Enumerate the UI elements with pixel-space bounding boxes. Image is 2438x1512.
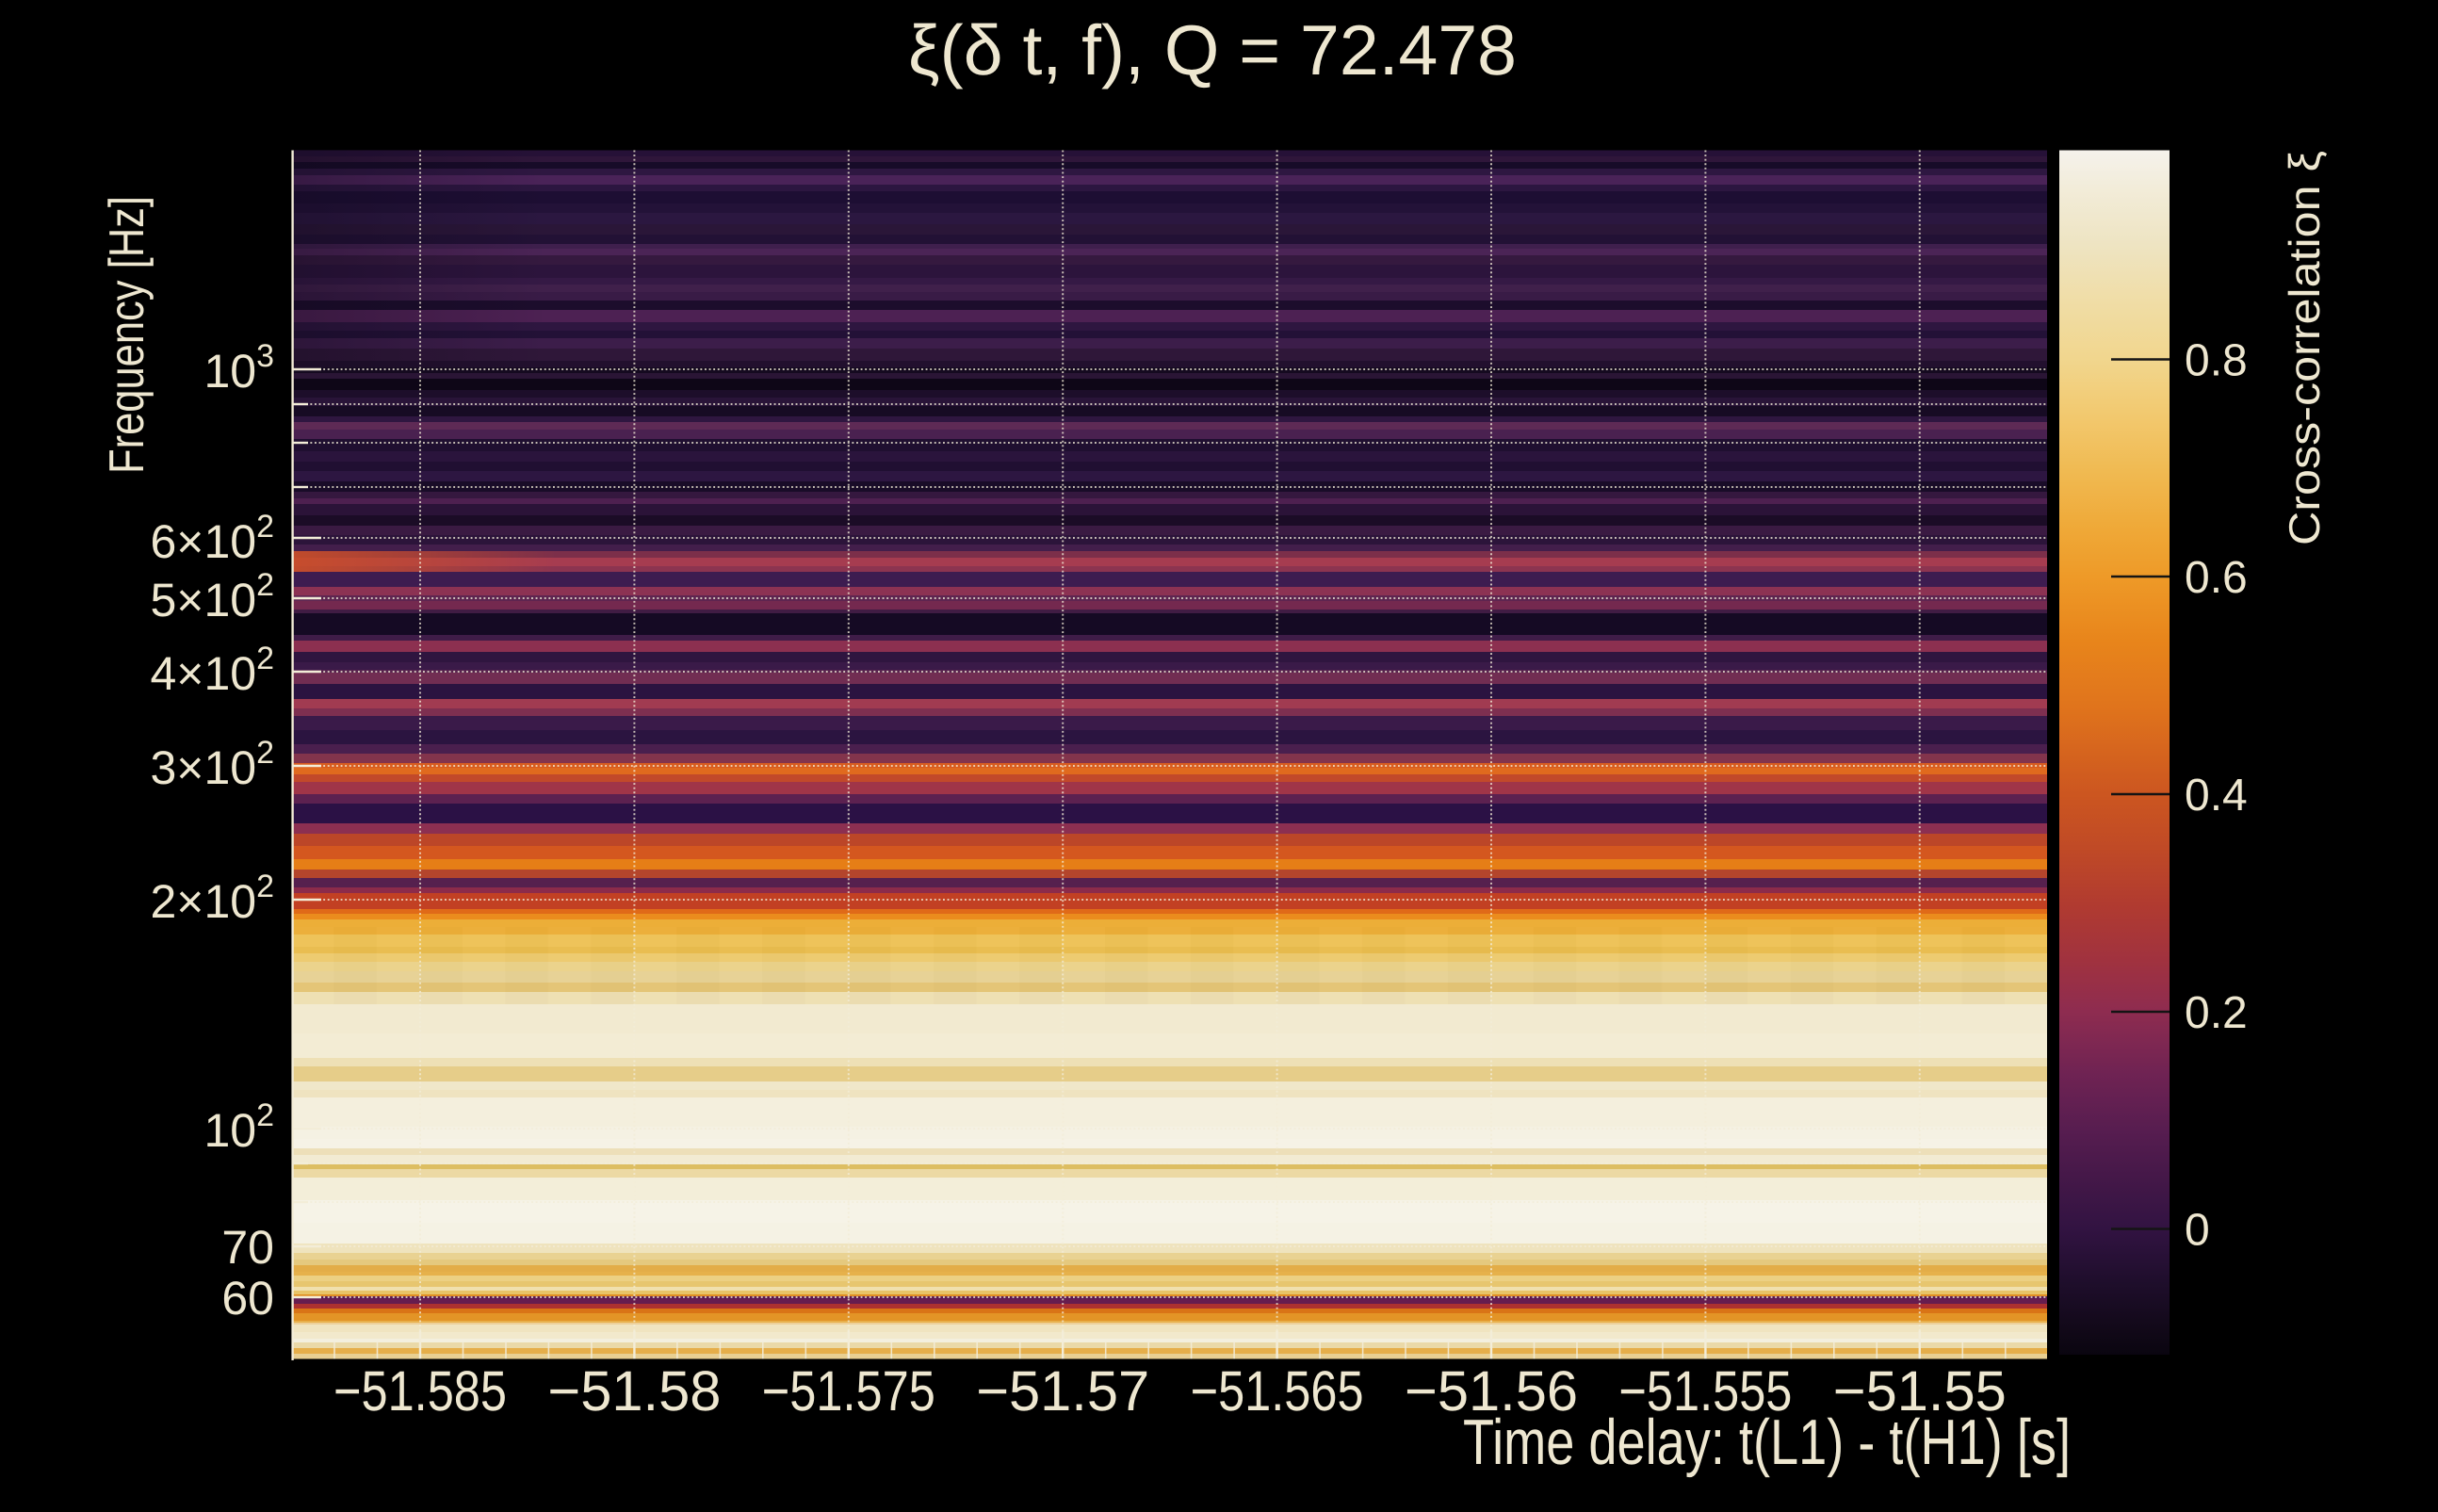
svg-text:6×102: 6×102: [150, 509, 274, 568]
svg-text:Frequency [Hz]: Frequency [Hz]: [100, 196, 154, 474]
svg-text:0.4: 0.4: [2185, 771, 2248, 821]
svg-text:−51.55: −51.55: [1833, 1359, 2007, 1423]
svg-text:−51.555: −51.555: [1618, 1359, 1792, 1423]
svg-text:−51.565: −51.565: [1191, 1359, 1364, 1423]
svg-text:4×102: 4×102: [150, 641, 274, 700]
svg-text:0.2: 0.2: [2185, 988, 2248, 1038]
svg-text:−51.575: −51.575: [762, 1359, 935, 1423]
svg-text:60: 60: [221, 1272, 274, 1325]
svg-text:3×102: 3×102: [150, 735, 274, 794]
svg-text:−51.56: −51.56: [1405, 1359, 1578, 1423]
svg-text:70: 70: [221, 1221, 274, 1274]
svg-text:0.6: 0.6: [2185, 553, 2248, 603]
svg-text:Cross-correlation ξ: Cross-correlation ξ: [2280, 151, 2329, 545]
svg-text:103: 103: [203, 338, 274, 398]
svg-text:2×102: 2×102: [150, 869, 274, 928]
svg-text:ξ(δ t, f), Q = 72.478: ξ(δ t, f), Q = 72.478: [908, 10, 1517, 89]
svg-text:−51.58: −51.58: [547, 1359, 721, 1423]
svg-text:0: 0: [2185, 1206, 2210, 1256]
svg-text:Time delay: t(L1) - t(H1) [s]: Time delay: t(L1) - t(H1) [s]: [1463, 1406, 2071, 1478]
svg-text:−51.57: −51.57: [976, 1359, 1149, 1423]
svg-text:0.8: 0.8: [2185, 336, 2248, 386]
svg-text:5×102: 5×102: [150, 567, 274, 626]
svg-text:−51.585: −51.585: [333, 1359, 507, 1423]
